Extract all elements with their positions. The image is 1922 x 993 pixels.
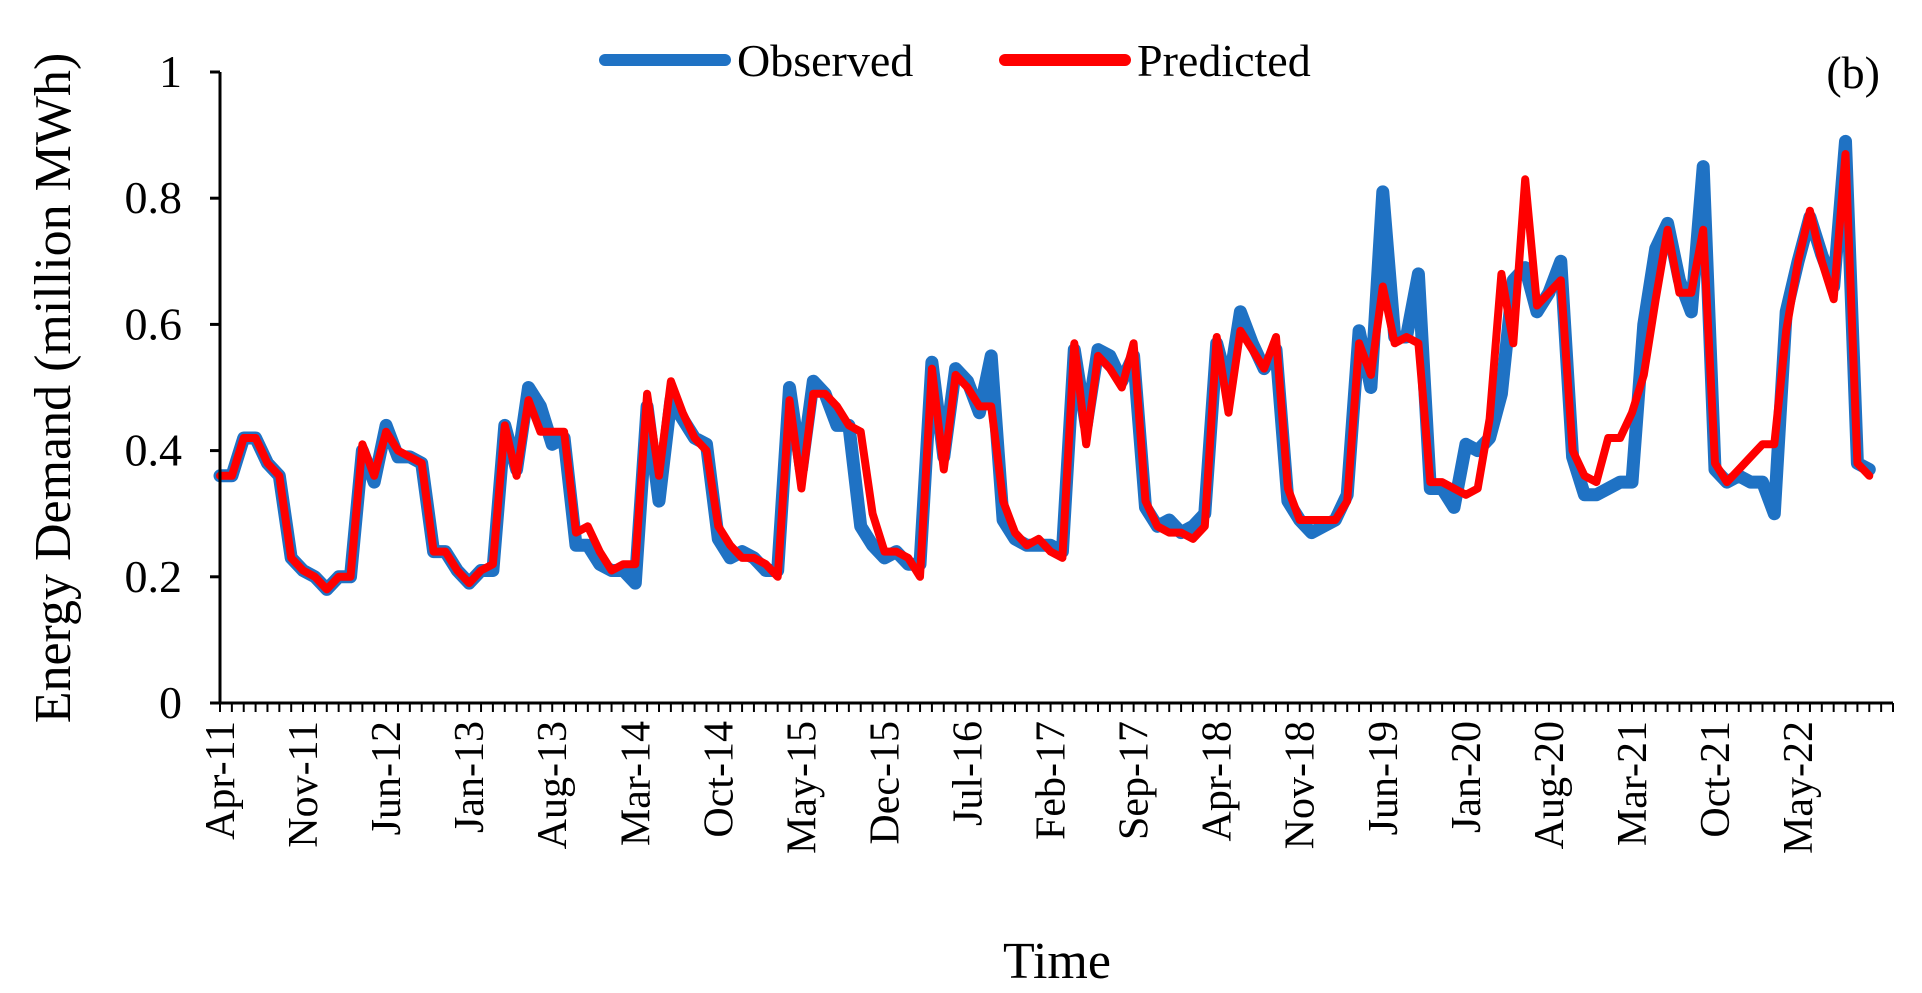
x-tick-label: Feb-17 <box>1029 721 1075 840</box>
x-tick-label: Jun-19 <box>1361 721 1407 835</box>
y-tick-label: 0 <box>159 677 182 728</box>
x-tick-label: Jul-16 <box>946 721 992 826</box>
x-tick-label: Mar-14 <box>613 721 659 846</box>
x-tick-label: Apr-11 <box>198 721 244 840</box>
x-tick-label: Nov-11 <box>281 721 327 848</box>
y-tick-label: 0.8 <box>125 172 183 223</box>
x-tick-label: Jan-13 <box>447 721 493 833</box>
x-tick-label: May-22 <box>1776 721 1822 854</box>
y-tick-label: 0.2 <box>125 551 183 602</box>
y-tick-label: 0.4 <box>125 425 183 476</box>
legend: Observed Predicted <box>599 35 1311 86</box>
series-line-observed <box>213 134 1876 596</box>
y-axis-title: Energy Demand (million MWh) <box>25 53 82 724</box>
x-tick-label: Nov-18 <box>1278 721 1324 849</box>
plot-area <box>213 134 1876 596</box>
x-tick-label: Oct-21 <box>1693 721 1739 838</box>
x-tick-label: Oct-14 <box>696 721 742 838</box>
x-tick-label: Mar-21 <box>1610 721 1656 846</box>
legend-label-predicted: Predicted <box>1137 35 1311 86</box>
x-axis-ticks: Apr-11 Nov-11 Jun-12 Jan-13 Aug-13 Mar-14 Oct-… <box>198 703 1894 854</box>
x-tick-label: May-15 <box>779 721 825 854</box>
legend-label-observed: Observed <box>737 35 913 86</box>
x-tick-label: Aug-13 <box>530 721 576 849</box>
series-line-predicted <box>216 150 1874 594</box>
y-tick-label: 0.6 <box>125 298 183 349</box>
x-tick-label: Apr-18 <box>1195 721 1241 841</box>
x-axis-title: Time <box>1003 933 1111 990</box>
x-tick-label: Dec-15 <box>863 721 909 845</box>
y-axis-ticks: 0 0.2 0.4 0.6 0.8 1 <box>125 46 220 728</box>
x-tick-label: Sep-17 <box>1112 721 1158 840</box>
x-tick-label: Jan-20 <box>1444 721 1490 833</box>
x-tick-label: Jun-12 <box>364 721 410 835</box>
x-tick-label: Aug-20 <box>1527 721 1573 849</box>
panel-label: (b) <box>1826 47 1880 98</box>
y-tick-label: 1 <box>159 46 182 97</box>
